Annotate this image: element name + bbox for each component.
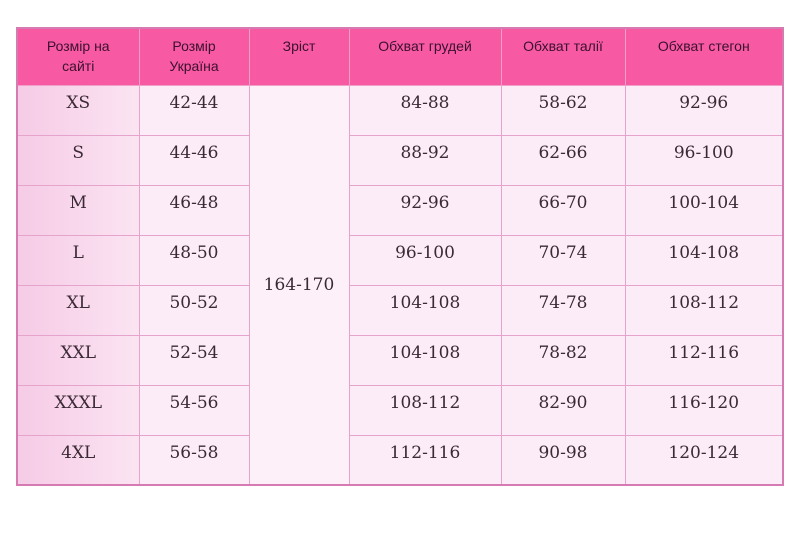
table-row: XS 42-44 164-170 84-88 58-62 92-96 [16,84,784,486]
table-cell: 70-74 [500,234,626,286]
table-row: S 44-46 88-92 62-66 96-100 [16,134,784,186]
table-cell: 62-66 [500,134,626,186]
table-cell: 104-108 [348,284,502,336]
table-cell: 74-78 [500,284,626,336]
table-cell: L [16,234,140,286]
column-header: Зріст [248,27,350,86]
table-cell: 100-104 [624,184,784,236]
header-row: Розмір на сайті Розмір Україна Зріст Обхват… [16,27,784,86]
table-row: XXXL 54-56 108-112 82-90 116-120 [16,384,784,436]
table-cell: 42-44 [138,84,250,136]
table-row: XXL 52-54 104-108 78-82 112-116 [16,334,784,386]
table-cell: 4XL [16,434,140,486]
height-cell: 164-170 [248,84,350,486]
table-row: L 48-50 96-100 70-74 104-108 [16,234,784,286]
table-cell: 116-120 [624,384,784,436]
table-cell: XS [16,84,140,136]
table-cell: 104-108 [624,234,784,286]
table-cell: 46-48 [138,184,250,236]
table-cell: 88-92 [348,134,502,186]
table-cell: 58-62 [500,84,626,136]
table-cell: 84-88 [348,84,502,136]
table-cell: 120-124 [624,434,784,486]
table-cell: 54-56 [138,384,250,436]
table-row: XL 50-52 104-108 74-78 108-112 [16,284,784,336]
table-cell: 52-54 [138,334,250,386]
table-cell: 112-116 [624,334,784,386]
table-cell: 90-98 [500,434,626,486]
table-cell: M [16,184,140,236]
table-cell: 112-116 [348,434,502,486]
table-cell: S [16,134,140,186]
table-cell: 44-46 [138,134,250,186]
column-header: Розмір Україна [138,27,250,86]
table-cell: XL [16,284,140,336]
table-row: M 46-48 92-96 66-70 100-104 [16,184,784,236]
table-cell: 96-100 [624,134,784,186]
table-cell: 56-58 [138,434,250,486]
table-cell: 48-50 [138,234,250,286]
table-cell: 78-82 [500,334,626,386]
column-header: Розмір на сайті [16,27,140,86]
table-cell: 92-96 [624,84,784,136]
table-cell: 108-112 [348,384,502,436]
table-cell: 92-96 [348,184,502,236]
table-cell: XXXL [16,384,140,436]
table-cell: 82-90 [500,384,626,436]
table-cell: 108-112 [624,284,784,336]
table-cell: 66-70 [500,184,626,236]
table-cell: 50-52 [138,284,250,336]
column-header: Обхват грудей [348,27,502,86]
table-cell: XXL [16,334,140,386]
size-chart-table: Розмір на сайті Розмір Україна Зріст Обхват… [16,27,784,486]
column-header: Обхват стегон [624,27,784,86]
table-cell: 96-100 [348,234,502,286]
table-row: 4XL 56-58 112-116 90-98 120-124 [16,434,784,486]
table-cell: 104-108 [348,334,502,386]
column-header: Обхват талії [500,27,626,86]
